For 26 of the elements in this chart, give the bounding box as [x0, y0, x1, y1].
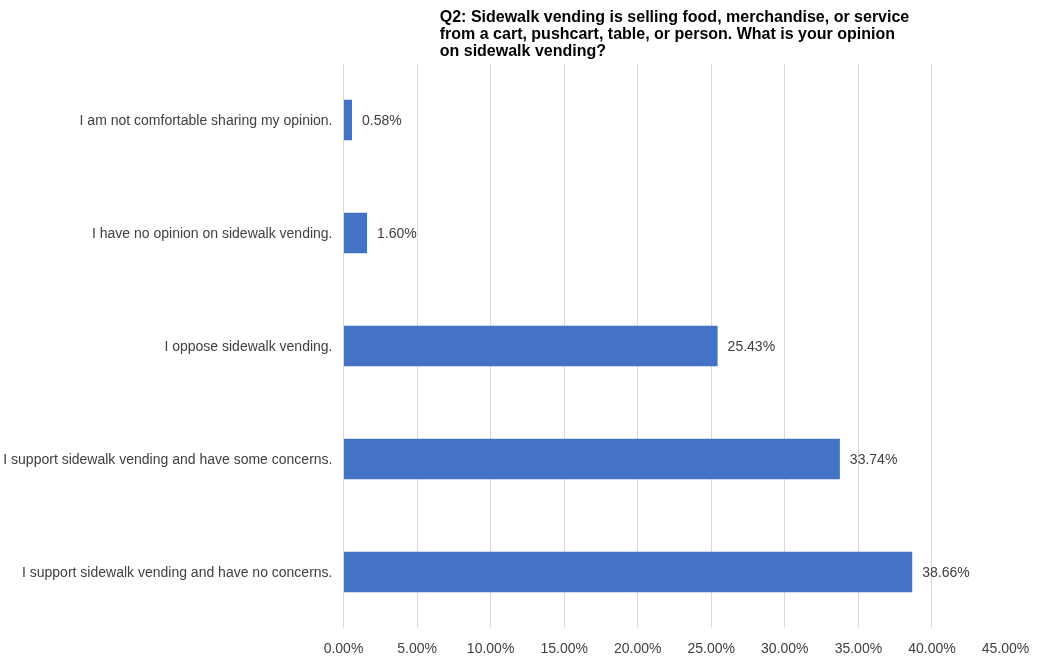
bar: [343, 212, 368, 254]
bar: [343, 325, 718, 367]
data-label: 0.58%: [362, 112, 402, 128]
data-label: 33.74%: [849, 451, 898, 467]
bar: [343, 438, 840, 480]
bar: [343, 99, 353, 141]
y-tick-label: I have no opinion on sidewalk vending.: [92, 225, 333, 241]
x-tick-label: 40.00%: [908, 639, 956, 656]
y-tick-label: I support sidewalk vending and have some concerns.: [3, 451, 333, 467]
bar: [343, 551, 913, 593]
x-tick-label: 20.00%: [613, 639, 662, 656]
x-tick-label: 0.00%: [323, 639, 364, 656]
x-tick-label: 30.00%: [761, 639, 809, 656]
y-tick-label: I support sidewalk vending and have no concerns.: [21, 564, 333, 580]
chart-title: Q2: Sidewalk vending is selling food, merchandise, or service from a cart, pushcart, table, or person. What is your opinion on sidewalk vending?: [439, 7, 910, 59]
data-label: 25.43%: [727, 338, 776, 354]
data-label: 1.60%: [377, 225, 417, 241]
x-tick-label: 35.00%: [834, 639, 883, 656]
x-tick-label: 5.00%: [397, 639, 437, 656]
x-tick-label: 45.00%: [981, 639, 1030, 656]
x-tick-label: 15.00%: [540, 639, 588, 656]
x-tick-label: 25.00%: [687, 639, 736, 656]
y-tick-label: I am not comfortable sharing my opinion.: [79, 112, 333, 128]
x-tick-label: 10.00%: [466, 639, 515, 656]
data-label: 38.66%: [922, 564, 970, 580]
y-tick-label: I oppose sidewalk vending.: [164, 338, 333, 354]
